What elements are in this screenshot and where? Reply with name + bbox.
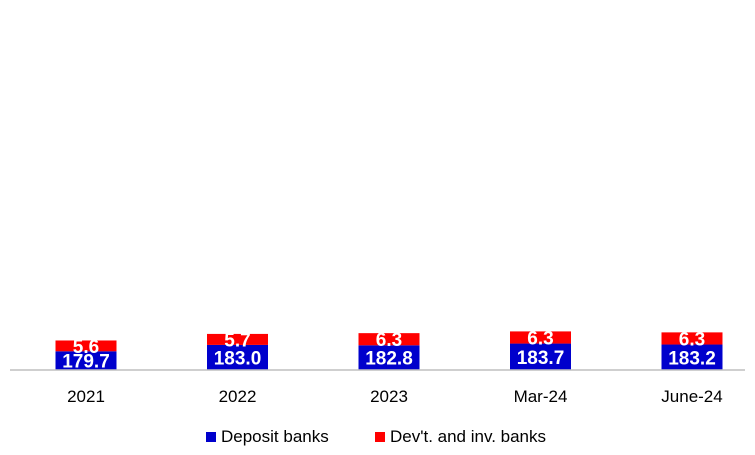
x-tick-label-mar-24: Mar-24 xyxy=(514,387,568,406)
legend-marker-deposit-banks xyxy=(206,432,216,442)
bar-deposit-banks-2022 xyxy=(207,344,268,370)
bar-dev-t-and-inv-banks-june-24 xyxy=(661,332,723,345)
data-label-dev-t-and-inv-banks-mar-24: 6.3 xyxy=(527,328,553,349)
legend-item-deposit-banks: Deposit banks xyxy=(206,427,329,446)
data-label-deposit-banks-mar-24: 183.7 xyxy=(517,348,565,369)
data-label-dev-t-and-inv-banks-2022: 5.7 xyxy=(224,330,250,351)
bar-deposit-banks-2023 xyxy=(358,345,420,370)
data-label-dev-t-and-inv-banks-2021: 5.6 xyxy=(73,337,99,358)
legend-item-dev-t-and-inv-banks: Dev't. and inv. banks xyxy=(375,427,546,446)
legend-label-dev-t-and-inv-banks: Dev't. and inv. banks xyxy=(390,427,546,446)
x-tick-label-2023: 2023 xyxy=(370,387,408,406)
data-label-deposit-banks-june-24: 183.2 xyxy=(668,348,716,369)
data-labels-layer: 179.7 183.0 182.8 183.7 183.2 5.6 5.7 6.3 6.3 6.3 xyxy=(62,328,716,372)
x-tick-labels: 2021 2022 2023 Mar-24 June-24 xyxy=(67,387,723,406)
legend: Deposit banks Dev't. and inv. banks xyxy=(206,427,546,446)
x-tick-label-2021: 2021 xyxy=(67,387,105,406)
bar-dev-t-and-inv-banks-2023 xyxy=(358,333,420,346)
x-tick-label-2022: 2022 xyxy=(219,387,257,406)
bar-dev-t-and-inv-banks-mar-24 xyxy=(510,331,571,344)
data-label-deposit-banks-2023: 182.8 xyxy=(365,349,413,370)
data-label-dev-t-and-inv-banks-2023: 6.3 xyxy=(376,330,402,351)
bar-deposit-banks-mar-24 xyxy=(510,343,571,370)
bar-deposit-banks-2021 xyxy=(55,351,117,370)
bar-dev-t-and-inv-banks-2022 xyxy=(207,333,268,345)
legend-label-deposit-banks: Deposit banks xyxy=(221,427,329,446)
bar-dev-t-and-inv-banks-2021 xyxy=(55,340,117,352)
x-tick-label-june-24: June-24 xyxy=(661,387,722,406)
data-label-deposit-banks-2021: 179.7 xyxy=(62,352,110,373)
data-label-dev-t-and-inv-banks-june-24: 6.3 xyxy=(679,329,705,350)
bars-layer xyxy=(55,331,723,370)
data-label-deposit-banks-2022: 183.0 xyxy=(214,348,262,369)
bar-deposit-banks-june-24 xyxy=(661,344,723,370)
legend-marker-dev-t-and-inv-banks xyxy=(375,432,385,442)
